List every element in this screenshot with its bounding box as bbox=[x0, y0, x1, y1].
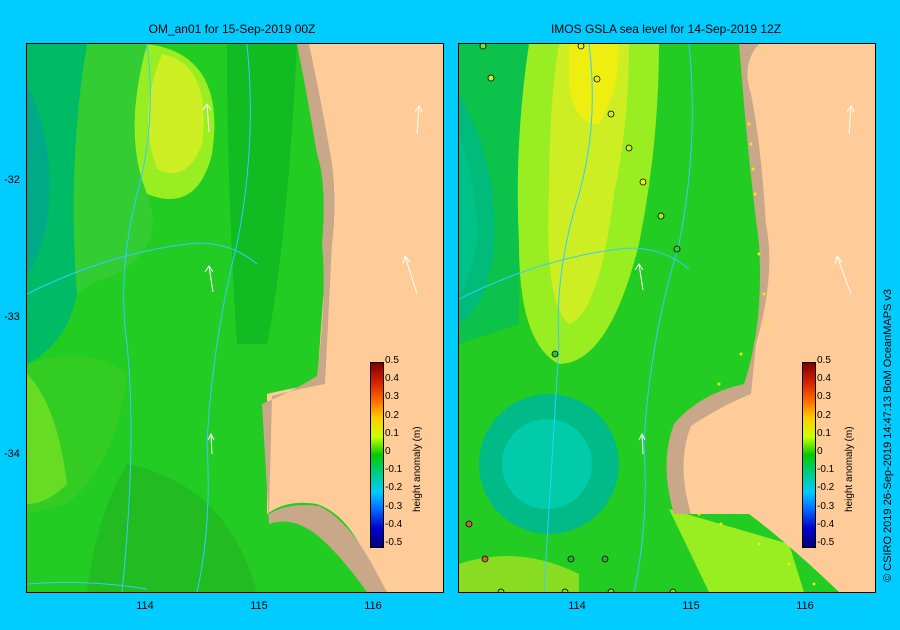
colorbar-tick-label: -0.3 bbox=[817, 500, 835, 512]
x-tick-label: 114 bbox=[568, 600, 586, 612]
colorbar-tick-label: 0.1 bbox=[817, 427, 831, 439]
colorbar-tick-label: 0.3 bbox=[817, 391, 831, 403]
y-tick-label: -34 bbox=[4, 448, 20, 460]
colorbar-tick-label: -0.3 bbox=[385, 500, 403, 512]
left-panel-title: OM_an01 for 15-Sep-2019 00Z bbox=[148, 22, 316, 36]
colorbar-tick-label: 0.3 bbox=[385, 391, 399, 403]
colorbar-tick-label: -0.5 bbox=[817, 537, 835, 548]
colorbar-tick-label: -0.4 bbox=[385, 518, 403, 530]
colorbar-tick-label: 0.4 bbox=[385, 373, 399, 385]
colorbar-tick-label: 0.5 bbox=[817, 355, 831, 366]
colorbar-tick-label: 0 bbox=[817, 446, 823, 457]
x-tick-label: 114 bbox=[136, 600, 154, 612]
colorbar-tick-label: -0.2 bbox=[817, 482, 835, 494]
x-tick-label: 116 bbox=[796, 600, 814, 612]
credit-text: © CSIRO 2019 26-Sep-2019 14:47:13 BoM Oc… bbox=[882, 288, 894, 582]
colorbar-tick-label: -0.1 bbox=[385, 464, 403, 476]
x-tick-label: 116 bbox=[364, 600, 382, 612]
colorbar-tick-label: -0.1 bbox=[817, 464, 835, 476]
right-colorbar bbox=[802, 362, 816, 548]
y-tick-label: -33 bbox=[4, 311, 20, 323]
colorbar-tick-label: -0.2 bbox=[385, 482, 403, 494]
x-tick-label: 115 bbox=[250, 600, 268, 612]
colorbar-tick-label: -0.4 bbox=[817, 518, 835, 530]
right-colorbar-title: height anomaly (m) bbox=[844, 426, 855, 512]
colorbar-tick-label: 0 bbox=[385, 446, 391, 457]
colorbar-tick-label: -0.5 bbox=[385, 537, 403, 548]
colorbar-tick-label: 0.2 bbox=[385, 409, 399, 421]
left-colorbar-title: height anomaly (m) bbox=[412, 426, 423, 512]
colorbar-tick-label: 0.2 bbox=[817, 409, 831, 421]
right-map-canvas bbox=[459, 44, 875, 592]
colorbar-tick-label: 0.4 bbox=[817, 373, 831, 385]
colorbar-tick-label: 0.5 bbox=[385, 355, 399, 366]
left-map-canvas bbox=[27, 44, 443, 592]
x-tick-label: 115 bbox=[682, 600, 700, 612]
right-map[interactable] bbox=[458, 43, 876, 593]
left-map[interactable] bbox=[26, 43, 444, 593]
colorbar-tick-label: 0.1 bbox=[385, 427, 399, 439]
y-tick-label: -32 bbox=[4, 174, 20, 186]
right-panel-title: IMOS GSLA sea level for 14-Sep-2019 12Z bbox=[550, 22, 782, 36]
left-colorbar bbox=[370, 362, 384, 548]
